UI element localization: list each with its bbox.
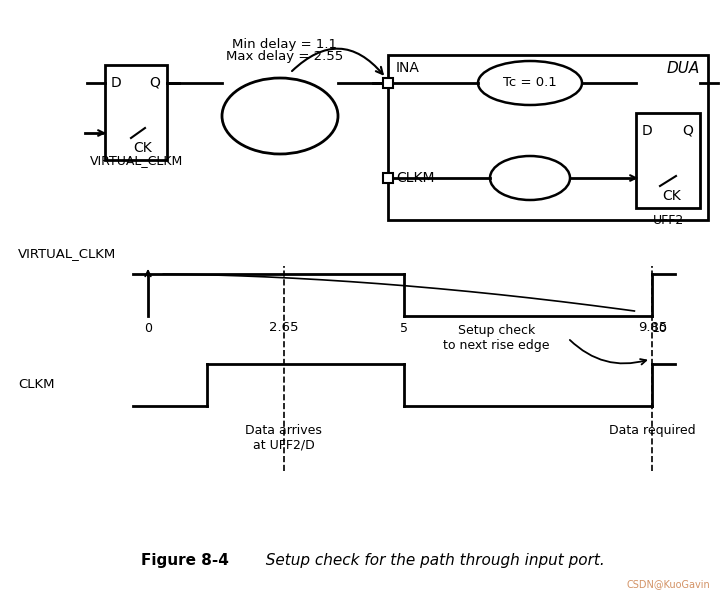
Text: CK: CK [133,141,152,155]
FancyBboxPatch shape [105,65,167,160]
Text: Data required: Data required [609,424,696,437]
FancyArrowPatch shape [292,49,383,74]
Text: D: D [111,76,122,90]
Text: Min delay = 1.1: Min delay = 1.1 [232,38,338,51]
Text: DUA: DUA [666,61,700,76]
Text: Setup check for the path through input port.: Setup check for the path through input p… [256,553,604,568]
Text: Q: Q [682,124,693,138]
FancyArrowPatch shape [570,340,646,364]
Text: INA: INA [396,61,420,75]
Text: 2.65: 2.65 [269,321,298,334]
Text: 0: 0 [144,322,152,335]
Text: Max delay = 2.55: Max delay = 2.55 [227,50,343,63]
FancyBboxPatch shape [636,113,700,208]
Ellipse shape [490,156,570,200]
Ellipse shape [222,78,338,154]
Text: Setup check
to next rise edge: Setup check to next rise edge [443,324,550,352]
Text: 10: 10 [652,322,668,335]
FancyBboxPatch shape [388,55,708,220]
Text: 5: 5 [400,322,408,335]
Text: CK: CK [662,189,681,203]
Text: 9.85: 9.85 [637,321,667,334]
Text: VIRTUAL_CLKM: VIRTUAL_CLKM [90,155,183,168]
Text: D: D [642,124,653,138]
Text: VIRTUAL_CLKM: VIRTUAL_CLKM [18,247,116,261]
Text: Q: Q [149,76,160,90]
Text: CLKM: CLKM [18,379,54,392]
Text: Data arrives
at UFF2/D: Data arrives at UFF2/D [245,424,322,452]
Text: Figure 8-4: Figure 8-4 [141,553,229,568]
Text: CLKM: CLKM [396,171,434,185]
FancyBboxPatch shape [383,173,393,183]
Text: UFF2: UFF2 [653,214,684,227]
Text: CSDN@KuoGavin: CSDN@KuoGavin [627,579,710,589]
Ellipse shape [478,61,582,105]
Text: Tc = 0.1: Tc = 0.1 [503,77,557,89]
FancyBboxPatch shape [383,78,393,88]
